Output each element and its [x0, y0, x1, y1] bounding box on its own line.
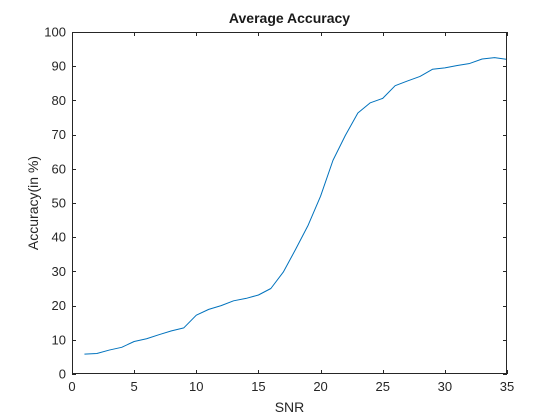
y-tick-label: 80	[52, 93, 66, 108]
y-tick-label: 20	[52, 298, 66, 313]
y-tick-label: 60	[52, 161, 66, 176]
plot-area	[72, 32, 507, 374]
x-tick-label: 15	[251, 379, 265, 394]
y-tick-label: 10	[52, 332, 66, 347]
y-tick-label: 0	[59, 367, 66, 382]
series-layer	[84, 57, 508, 355]
x-tick-label: 20	[313, 379, 327, 394]
y-axis-label: Accuracy(in %)	[25, 156, 41, 250]
x-tick-label: 30	[438, 379, 452, 394]
x-tick-label: 5	[131, 379, 138, 394]
y-tick-label: 40	[52, 230, 66, 245]
y-tick-label: 100	[44, 25, 66, 40]
ticks-layer: 0 5 10 15 20 25 30 35 0 10 20 30 40 50 60 70 80 90 100	[44, 25, 514, 395]
x-axis-label: SNR	[275, 399, 305, 415]
x-tick-label: 25	[375, 379, 389, 394]
x-tick-label: 0	[68, 379, 75, 394]
y-tick-label: 30	[52, 264, 66, 279]
axes-box	[72, 32, 507, 374]
accuracy-series-line	[84, 57, 508, 355]
chart-title: Average Accuracy	[229, 10, 350, 26]
y-tick-label: 90	[52, 59, 66, 74]
y-tick-label: 50	[52, 196, 66, 211]
x-tick-label: 10	[189, 379, 203, 394]
x-tick-label: 35	[500, 379, 514, 394]
y-tick-label: 70	[52, 127, 66, 142]
